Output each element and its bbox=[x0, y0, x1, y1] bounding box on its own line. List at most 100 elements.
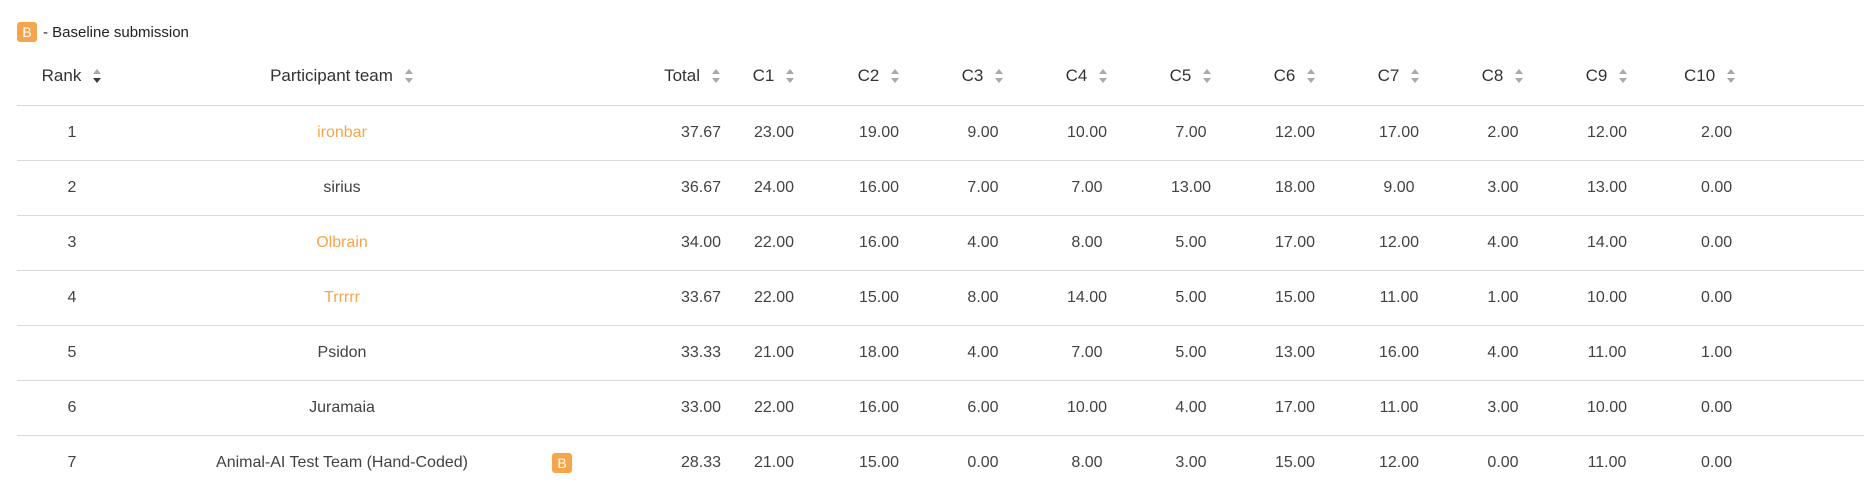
score-cell-c2: 18.00 bbox=[827, 326, 931, 381]
column-label-c1: C1 bbox=[753, 66, 775, 85]
team-cell: sirius bbox=[127, 161, 557, 216]
score-cell-c4: 10.00 bbox=[1035, 381, 1139, 436]
score-cell-c5: 5.00 bbox=[1139, 216, 1243, 271]
score-cell-c2: 15.00 bbox=[827, 271, 931, 326]
baseline-badge: B bbox=[17, 22, 37, 42]
team-name: sirius bbox=[323, 179, 360, 196]
score-cell-c10: 1.00 bbox=[1659, 326, 1864, 381]
score-cell-c9: 14.00 bbox=[1555, 216, 1659, 271]
score-cell-c2: 15.00 bbox=[827, 436, 931, 490]
column-header-c8[interactable]: C8 bbox=[1451, 46, 1555, 106]
column-header-c4[interactable]: C4 bbox=[1035, 46, 1139, 106]
total-cell: 36.67 bbox=[637, 161, 721, 216]
team-cell: Juramaia bbox=[127, 381, 557, 436]
sort-icon[interactable] bbox=[1727, 68, 1736, 84]
score-cell-c7: 17.00 bbox=[1347, 106, 1451, 161]
column-header-c5[interactable]: C5 bbox=[1139, 46, 1243, 106]
total-cell: 34.00 bbox=[637, 216, 721, 271]
column-label-c3: C3 bbox=[962, 66, 984, 85]
rank-cell: 2 bbox=[17, 161, 127, 216]
column-header-team[interactable]: Participant team bbox=[127, 46, 557, 106]
team-link[interactable]: ironbar bbox=[317, 124, 367, 141]
score-cell-c4: 8.00 bbox=[1035, 216, 1139, 271]
sort-icon[interactable] bbox=[1307, 68, 1316, 84]
column-label-c9: C9 bbox=[1586, 66, 1608, 85]
rank-cell: 5 bbox=[17, 326, 127, 381]
score-cell-c4: 10.00 bbox=[1035, 106, 1139, 161]
team-link[interactable]: Trrrrr bbox=[324, 289, 360, 306]
column-header-c7[interactable]: C7 bbox=[1347, 46, 1451, 106]
score-cell-c3: 4.00 bbox=[931, 216, 1035, 271]
score-cell-c6: 15.00 bbox=[1243, 436, 1347, 490]
sort-icon[interactable] bbox=[995, 68, 1004, 84]
sort-icon[interactable] bbox=[1099, 68, 1108, 84]
score-cell-c1: 21.00 bbox=[721, 326, 827, 381]
score-cell-c8: 3.00 bbox=[1451, 161, 1555, 216]
sort-icon[interactable] bbox=[891, 68, 900, 84]
baseline-cell bbox=[557, 216, 637, 271]
column-header-c9[interactable]: C9 bbox=[1555, 46, 1659, 106]
column-header-c3[interactable]: C3 bbox=[931, 46, 1035, 106]
sort-icon[interactable] bbox=[1411, 68, 1420, 84]
score-cell-c5: 4.00 bbox=[1139, 381, 1243, 436]
score-cell-c3: 9.00 bbox=[931, 106, 1035, 161]
score-cell-c8: 4.00 bbox=[1451, 216, 1555, 271]
column-header-c10[interactable]: C10 bbox=[1659, 46, 1864, 106]
column-header-c2[interactable]: C2 bbox=[827, 46, 931, 106]
score-cell-c2: 16.00 bbox=[827, 216, 931, 271]
score-cell-c3: 8.00 bbox=[931, 271, 1035, 326]
score-cell-c5: 5.00 bbox=[1139, 271, 1243, 326]
column-header-rank[interactable]: Rank bbox=[17, 46, 127, 106]
score-cell-c7: 16.00 bbox=[1347, 326, 1451, 381]
score-cell-c3: 4.00 bbox=[931, 326, 1035, 381]
sort-icon[interactable] bbox=[786, 68, 795, 84]
total-cell: 33.67 bbox=[637, 271, 721, 326]
score-cell-c6: 12.00 bbox=[1243, 106, 1347, 161]
score-cell-c10: 0.00 bbox=[1659, 271, 1864, 326]
score-cell-c8: 2.00 bbox=[1451, 106, 1555, 161]
score-cell-c1: 24.00 bbox=[721, 161, 827, 216]
baseline-cell: B bbox=[557, 436, 637, 490]
column-label-c7: C7 bbox=[1378, 66, 1400, 85]
header-row: Rank Participant team Total C1 C2 C3 C4 … bbox=[17, 46, 1864, 106]
score-cell-c9: 10.00 bbox=[1555, 271, 1659, 326]
score-cell-c2: 16.00 bbox=[827, 381, 931, 436]
column-header-c6[interactable]: C6 bbox=[1243, 46, 1347, 106]
total-cell: 33.33 bbox=[637, 326, 721, 381]
score-cell-c6: 18.00 bbox=[1243, 161, 1347, 216]
sort-icon[interactable] bbox=[1515, 68, 1524, 84]
sort-icon[interactable] bbox=[712, 68, 721, 84]
column-label-c5: C5 bbox=[1170, 66, 1192, 85]
score-cell-c5: 13.00 bbox=[1139, 161, 1243, 216]
score-cell-c9: 13.00 bbox=[1555, 161, 1659, 216]
column-label-c6: C6 bbox=[1274, 66, 1296, 85]
team-link[interactable]: Olbrain bbox=[316, 234, 368, 251]
column-header-spacer bbox=[557, 46, 637, 106]
score-cell-c10: 0.00 bbox=[1659, 381, 1864, 436]
sort-icon[interactable] bbox=[1619, 68, 1628, 84]
rank-cell: 6 bbox=[17, 381, 127, 436]
sort-icon[interactable] bbox=[93, 68, 102, 84]
score-cell-c4: 7.00 bbox=[1035, 326, 1139, 381]
score-cell-c8: 3.00 bbox=[1451, 381, 1555, 436]
team-cell: Trrrrr bbox=[127, 271, 557, 326]
sort-icon[interactable] bbox=[1203, 68, 1212, 84]
team-cell: Olbrain bbox=[127, 216, 557, 271]
rank-cell: 4 bbox=[17, 271, 127, 326]
total-cell: 33.00 bbox=[637, 381, 721, 436]
sort-icon[interactable] bbox=[405, 68, 414, 84]
score-cell-c3: 7.00 bbox=[931, 161, 1035, 216]
score-cell-c10: 2.00 bbox=[1659, 106, 1864, 161]
score-cell-c5: 3.00 bbox=[1139, 436, 1243, 490]
team-cell: ironbar bbox=[127, 106, 557, 161]
column-header-c1[interactable]: C1 bbox=[721, 46, 827, 106]
total-cell: 28.33 bbox=[637, 436, 721, 490]
baseline-legend-text: - Baseline submission bbox=[43, 24, 189, 41]
column-label-team: Participant team bbox=[270, 66, 393, 85]
column-header-total[interactable]: Total bbox=[637, 46, 721, 106]
